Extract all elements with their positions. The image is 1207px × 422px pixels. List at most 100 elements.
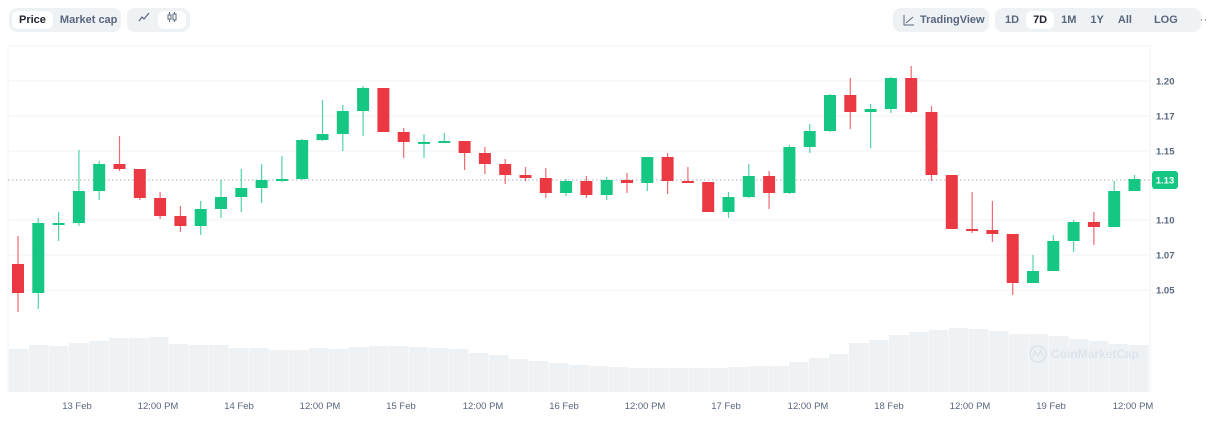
candle-up[interactable]: [824, 94, 836, 132]
volume-bar: [49, 346, 69, 392]
volume-bar: [1129, 345, 1149, 392]
volume-bar: [809, 358, 829, 392]
candle-down[interactable]: [905, 66, 918, 113]
volume-bar: [349, 347, 369, 392]
line-chart-button[interactable]: [130, 11, 158, 29]
candle-up[interactable]: [560, 179, 573, 196]
candle-down[interactable]: [397, 128, 410, 158]
candle-up[interactable]: [194, 201, 207, 235]
x-tick-label: 12:00 PM: [138, 401, 179, 412]
candle-down[interactable]: [763, 171, 776, 209]
more-options-button[interactable]: ···: [1199, 14, 1207, 26]
candle-up[interactable]: [52, 212, 65, 241]
volume-bar: [229, 348, 249, 392]
candle-down[interactable]: [133, 169, 146, 200]
candle-up[interactable]: [316, 100, 329, 141]
candle-up[interactable]: [1128, 175, 1141, 191]
candle-up[interactable]: [357, 86, 370, 136]
candle-down[interactable]: [1087, 212, 1100, 245]
x-tick-label: 12:00 PM: [300, 401, 341, 412]
candle-up[interactable]: [884, 77, 897, 113]
volume-bar: [549, 363, 569, 392]
candle-up[interactable]: [438, 133, 451, 143]
volume-bar: [1069, 339, 1089, 392]
candle-down[interactable]: [986, 201, 999, 242]
y-tick-label: 1.17: [1156, 112, 1175, 123]
candles: [12, 66, 1141, 312]
volume-bar: [509, 359, 529, 392]
candle-up[interactable]: [742, 164, 755, 198]
volume-bar: [689, 368, 709, 392]
volume-bar: [389, 346, 409, 392]
x-tick-label: 12:00 PM: [463, 401, 504, 412]
range-1y[interactable]: 1Y: [1090, 14, 1104, 26]
y-tick-label: 1.05: [1156, 286, 1175, 297]
tab-market-cap[interactable]: Market cap: [59, 14, 118, 26]
volume-bar: [749, 366, 769, 392]
volume-bar: [849, 343, 869, 392]
candle-up[interactable]: [235, 169, 248, 212]
candle-up[interactable]: [93, 161, 106, 200]
candle-down[interactable]: [681, 167, 694, 183]
range-1d[interactable]: 1D: [1005, 14, 1020, 26]
candle-down[interactable]: [661, 153, 674, 194]
log-scale-button[interactable]: LOG: [1153, 14, 1178, 26]
candle-up[interactable]: [215, 180, 227, 218]
candle-up[interactable]: [864, 104, 877, 148]
candle-up[interactable]: [275, 156, 288, 182]
candle-down[interactable]: [113, 136, 126, 171]
candle-up[interactable]: [255, 164, 268, 203]
candle-down[interactable]: [966, 192, 979, 233]
range-all[interactable]: All: [1117, 14, 1132, 26]
volume-bar: [189, 345, 209, 392]
candle-down[interactable]: [478, 147, 491, 174]
candle-up[interactable]: [722, 192, 735, 218]
volume-bar: [1049, 336, 1069, 392]
tab-price[interactable]: Price: [12, 11, 53, 29]
candle-up[interactable]: [803, 124, 816, 153]
volume-bar: [889, 335, 909, 392]
candle-down[interactable]: [621, 173, 633, 193]
range-7d[interactable]: 7D: [1026, 11, 1055, 29]
x-tick-label: 12:00 PM: [950, 401, 991, 412]
candle-up[interactable]: [783, 145, 796, 194]
range-1m[interactable]: 1M: [1061, 14, 1077, 26]
candle-up[interactable]: [1067, 220, 1080, 252]
x-tick-label: 19 Feb: [1036, 401, 1066, 412]
candle-up[interactable]: [72, 150, 85, 226]
candle-down[interactable]: [580, 176, 593, 198]
candle-up[interactable]: [336, 105, 349, 151]
volume-bar: [929, 330, 949, 392]
tradingview-button[interactable]: TradingView: [896, 11, 992, 29]
candle-down[interactable]: [1006, 234, 1019, 295]
candle-down[interactable]: [539, 168, 552, 198]
candle-down[interactable]: [945, 175, 958, 229]
candle-down[interactable]: [844, 78, 857, 129]
candle-up[interactable]: [1108, 181, 1121, 227]
candle-down[interactable]: [12, 236, 24, 312]
current-price-badge: 1.13: [1152, 171, 1178, 189]
candle-down[interactable]: [377, 88, 390, 132]
chart-toolbar: Price Market cap TradingView 1D 7D 1M 1Y…: [0, 0, 1207, 40]
candle-up[interactable]: [600, 177, 613, 200]
candle-down[interactable]: [925, 106, 938, 181]
candle-up[interactable]: [418, 134, 430, 158]
candle-down[interactable]: [499, 159, 512, 184]
y-axis: 1.20 1.17 1.15 1.10 1.07 1.05: [1156, 77, 1175, 297]
candlestick-button[interactable]: [158, 11, 186, 29]
x-tick-label: 15 Feb: [386, 401, 416, 412]
candle-up[interactable]: [641, 157, 654, 191]
candle-up[interactable]: [296, 139, 309, 180]
volume-bar: [989, 331, 1009, 392]
candle-down[interactable]: [702, 182, 715, 212]
volume-bar: [789, 362, 809, 392]
candle-up[interactable]: [32, 218, 45, 309]
volume-bar: [729, 367, 749, 392]
candle-up[interactable]: [1027, 255, 1039, 283]
candle-down[interactable]: [458, 141, 471, 170]
candle-down[interactable]: [174, 206, 187, 232]
candle-down[interactable]: [154, 192, 167, 219]
candle-down[interactable]: [519, 167, 532, 181]
candle-up[interactable]: [1047, 235, 1060, 271]
